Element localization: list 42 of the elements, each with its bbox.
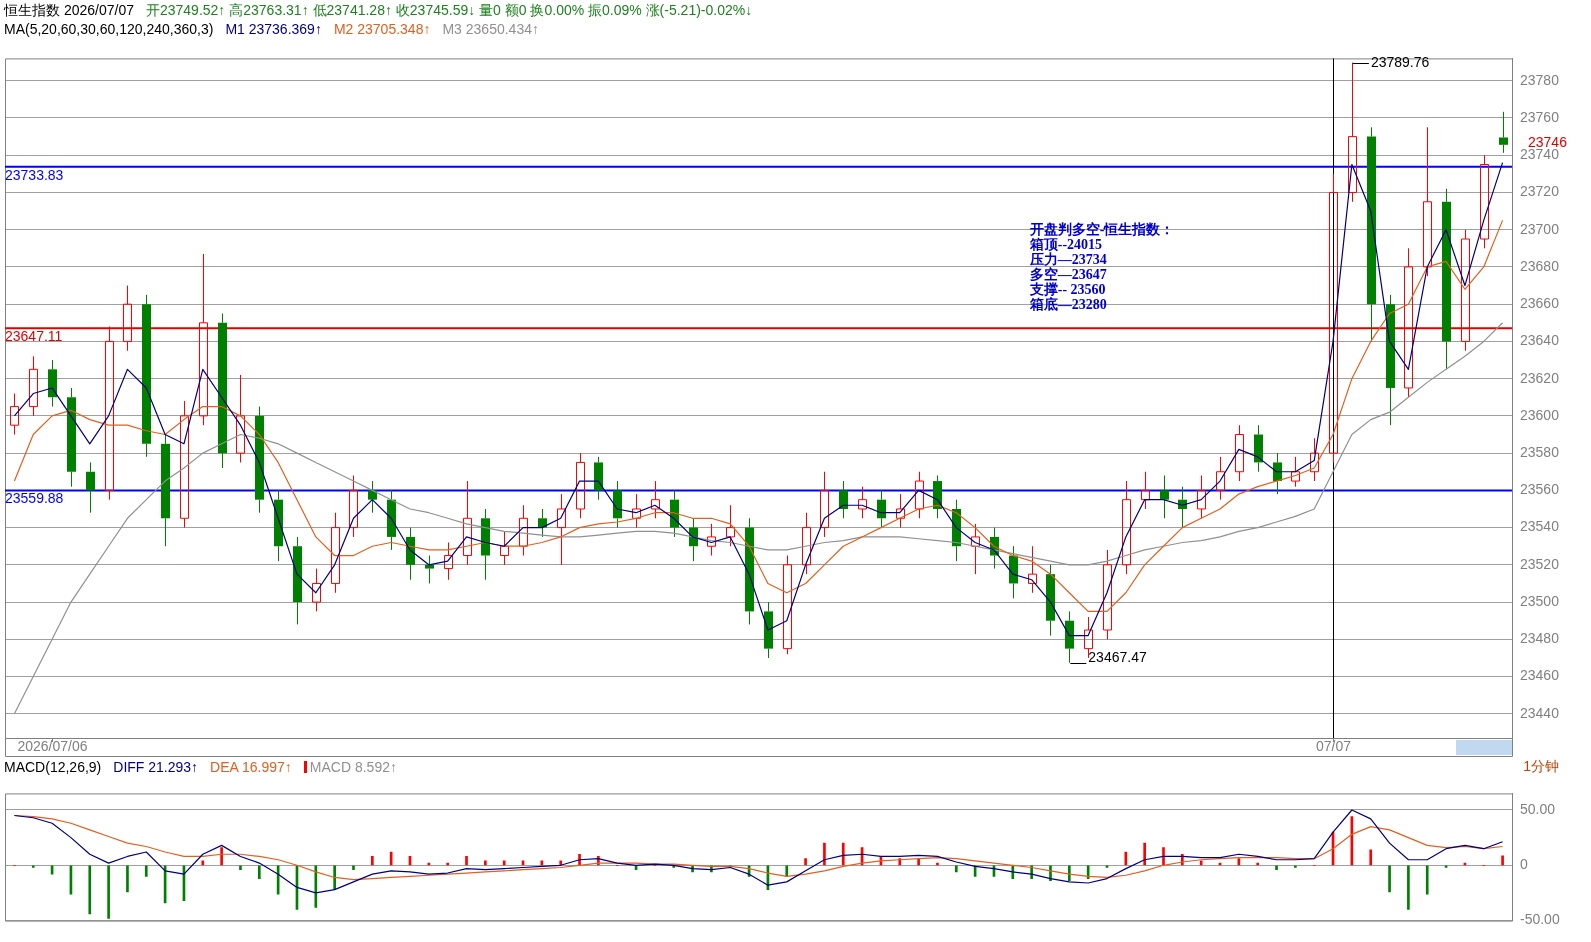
y-tick-label: 23580 [1520,443,1560,460]
text: M1 23736.369↑ [225,21,322,37]
x-tick-label: 07/07 [1315,737,1352,754]
y-tick-label: 23500 [1520,592,1560,609]
y-tick-label: 23480 [1520,630,1560,647]
y-tick-label: 23600 [1520,406,1560,423]
y-tick-label: 23540 [1520,518,1560,535]
ref-line-label: 23559.88 [5,490,64,507]
legend-title: MA(5,20,60,30,60,120,240,360,3) [4,21,214,37]
chart-title: 恒生指数 2026/07/07 [4,2,134,18]
annotation: 箱底—23280 [1028,296,1107,313]
y-tick-label: 23720 [1520,183,1560,200]
y-tick-label: 23680 [1520,257,1560,274]
y-tick-label: 50.00 [1520,800,1556,817]
y-tick-label: 23760 [1520,108,1560,125]
ref-line-label: 23647.11 [5,328,63,345]
annotation: 箱顶--24015 [1028,237,1103,253]
chart-subtitle: 开23749.52↑ 高23763.31↑ 低23741.28↑ 收23745.59↓ 量0 额0 换0.00% 振0.09% 涨(-5.21)-0.02%↓ [145,2,753,18]
y-tick-label: 23640 [1520,332,1560,349]
y-tick-label: 23620 [1520,369,1560,386]
text: 1分钟 [1523,758,1559,776]
y-tick-label: -50.00 [1520,911,1560,928]
y-tick-label: 23560 [1520,481,1560,498]
text: DIFF 21.293↑ [113,759,199,775]
chart-title: MACD(12,26,9) [4,759,102,775]
annotation: 多空—23647 [1029,266,1107,283]
y-tick-label: 23440 [1520,704,1560,721]
annotation: 23789.76 [1370,54,1430,71]
legend-label: MACD 8.592↑ [309,759,397,775]
y-tick-label: 23520 [1520,555,1560,572]
text: M3 23650.434↑ [442,21,539,37]
ref-line-label: 23733.83 [5,166,64,183]
annotation: 23467.47 [1088,649,1147,666]
text: DEA 16.997↑ [210,759,292,775]
y-tick-label: 23700 [1520,220,1560,237]
x-tick-label: 2026/07/06 [17,737,88,754]
y-tick-label: 23660 [1520,295,1560,312]
text: M2 23705.348↑ [333,21,431,37]
y-tick-label: 23460 [1520,667,1560,684]
y-tick-label: 23780 [1520,71,1560,88]
y-tick-label: 0 [1520,856,1528,873]
annotation: 开盘判多空-恒生指数： [1028,221,1175,238]
